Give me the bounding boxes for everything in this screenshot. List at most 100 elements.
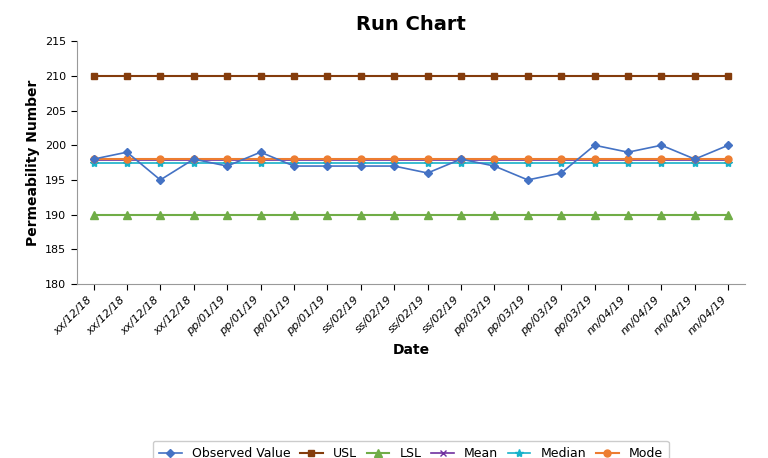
Mode (657, 156, 666, 162)
Mean (156, 158, 165, 163)
LSL (89, 212, 98, 218)
Line: Median: Median (89, 158, 733, 167)
LSL (389, 212, 399, 218)
Median (723, 160, 733, 165)
Observed Value (523, 177, 532, 183)
LSL (256, 212, 265, 218)
USL (189, 73, 198, 79)
Observed Value (256, 149, 265, 155)
Mean (189, 158, 198, 163)
LSL (657, 212, 666, 218)
USL (690, 73, 700, 79)
Median (624, 160, 633, 165)
Median (290, 160, 299, 165)
Observed Value (657, 142, 666, 148)
Y-axis label: Permeability Number: Permeability Number (25, 79, 40, 246)
Title: Run Chart: Run Chart (356, 15, 466, 34)
Mode (456, 156, 465, 162)
Mean (557, 158, 566, 163)
Mean (590, 158, 599, 163)
USL (423, 73, 432, 79)
Median (490, 160, 499, 165)
Mean (122, 158, 131, 163)
LSL (557, 212, 566, 218)
Median (690, 160, 700, 165)
Mode (256, 156, 265, 162)
Mode (223, 156, 232, 162)
Mean (223, 158, 232, 163)
Median (456, 160, 465, 165)
LSL (323, 212, 332, 218)
Mode (389, 156, 399, 162)
Mode (690, 156, 700, 162)
USL (323, 73, 332, 79)
LSL (290, 212, 299, 218)
Median (323, 160, 332, 165)
USL (389, 73, 399, 79)
Median (657, 160, 666, 165)
Mean (624, 158, 633, 163)
LSL (122, 212, 131, 218)
Mode (189, 156, 198, 162)
Observed Value (490, 164, 499, 169)
Median (89, 160, 98, 165)
Mean (356, 158, 366, 163)
USL (356, 73, 366, 79)
LSL (456, 212, 465, 218)
USL (256, 73, 265, 79)
Mode (590, 156, 599, 162)
Mean (423, 158, 432, 163)
Line: Mode: Mode (90, 156, 732, 163)
Observed Value (690, 156, 700, 162)
Median (156, 160, 165, 165)
Median (122, 160, 131, 165)
USL (490, 73, 499, 79)
Observed Value (122, 149, 131, 155)
Mode (156, 156, 165, 162)
Mean (456, 158, 465, 163)
Mean (657, 158, 666, 163)
Observed Value (323, 164, 332, 169)
Median (590, 160, 599, 165)
Median (356, 160, 366, 165)
Observed Value (156, 177, 165, 183)
Median (389, 160, 399, 165)
Observed Value (456, 156, 465, 162)
Mode (290, 156, 299, 162)
Observed Value (624, 149, 633, 155)
Median (223, 160, 232, 165)
USL (89, 73, 98, 79)
LSL (523, 212, 532, 218)
LSL (723, 212, 733, 218)
Mode (557, 156, 566, 162)
Observed Value (557, 170, 566, 176)
USL (624, 73, 633, 79)
USL (156, 73, 165, 79)
Observed Value (89, 156, 98, 162)
Mode (723, 156, 733, 162)
Observed Value (723, 142, 733, 148)
Observed Value (590, 142, 599, 148)
Mean (523, 158, 532, 163)
LSL (590, 212, 599, 218)
LSL (624, 212, 633, 218)
Mode (523, 156, 532, 162)
LSL (490, 212, 499, 218)
Mean (290, 158, 299, 163)
Observed Value (223, 164, 232, 169)
Observed Value (356, 164, 366, 169)
Mean (490, 158, 499, 163)
Mean (89, 158, 98, 163)
Line: USL: USL (90, 72, 732, 79)
Median (189, 160, 198, 165)
LSL (690, 212, 700, 218)
Line: LSL: LSL (89, 210, 733, 219)
USL (557, 73, 566, 79)
X-axis label: Date: Date (392, 343, 429, 356)
LSL (156, 212, 165, 218)
LSL (189, 212, 198, 218)
Median (256, 160, 265, 165)
Observed Value (290, 164, 299, 169)
Mode (89, 156, 98, 162)
USL (723, 73, 733, 79)
